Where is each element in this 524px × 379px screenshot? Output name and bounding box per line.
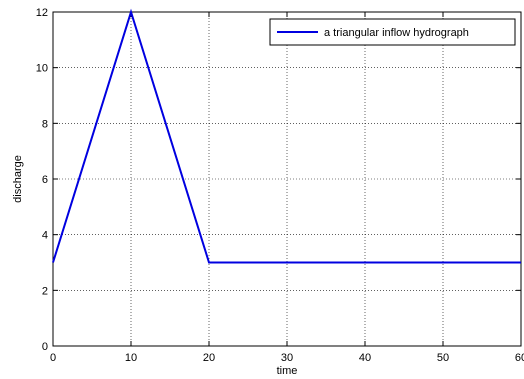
x-tick-label: 20 — [203, 352, 215, 364]
y-tick-label: 6 — [42, 174, 48, 186]
x-tick-label: 40 — [359, 352, 371, 364]
y-tick-label: 2 — [42, 285, 48, 297]
x-axis-label: time — [277, 365, 298, 377]
x-tick-label: 50 — [437, 352, 449, 364]
y-tick-label: 10 — [36, 63, 48, 75]
y-tick-label: 8 — [42, 118, 48, 130]
grid — [53, 12, 521, 346]
y-tick-label: 0 — [42, 341, 48, 353]
tick-labels: 0 10 20 30 40 50 60 0 2 4 6 8 10 12 — [36, 7, 524, 364]
x-tick-label: 0 — [50, 352, 56, 364]
x-tick-label: 30 — [281, 352, 293, 364]
plot-frame — [52, 11, 522, 347]
x-tick-label: 10 — [125, 352, 137, 364]
y-axis-label: discharge — [12, 155, 24, 203]
series-group — [52, 8, 521, 264]
y-tick-label: 4 — [42, 230, 48, 242]
x-tick-label: 60 — [515, 352, 524, 364]
series-line — [52, 8, 521, 264]
y-tick-label: 12 — [36, 7, 48, 19]
legend: a triangular inflow hydrograph — [269, 18, 516, 46]
legend-label: a triangular inflow hydrograph — [324, 27, 469, 39]
